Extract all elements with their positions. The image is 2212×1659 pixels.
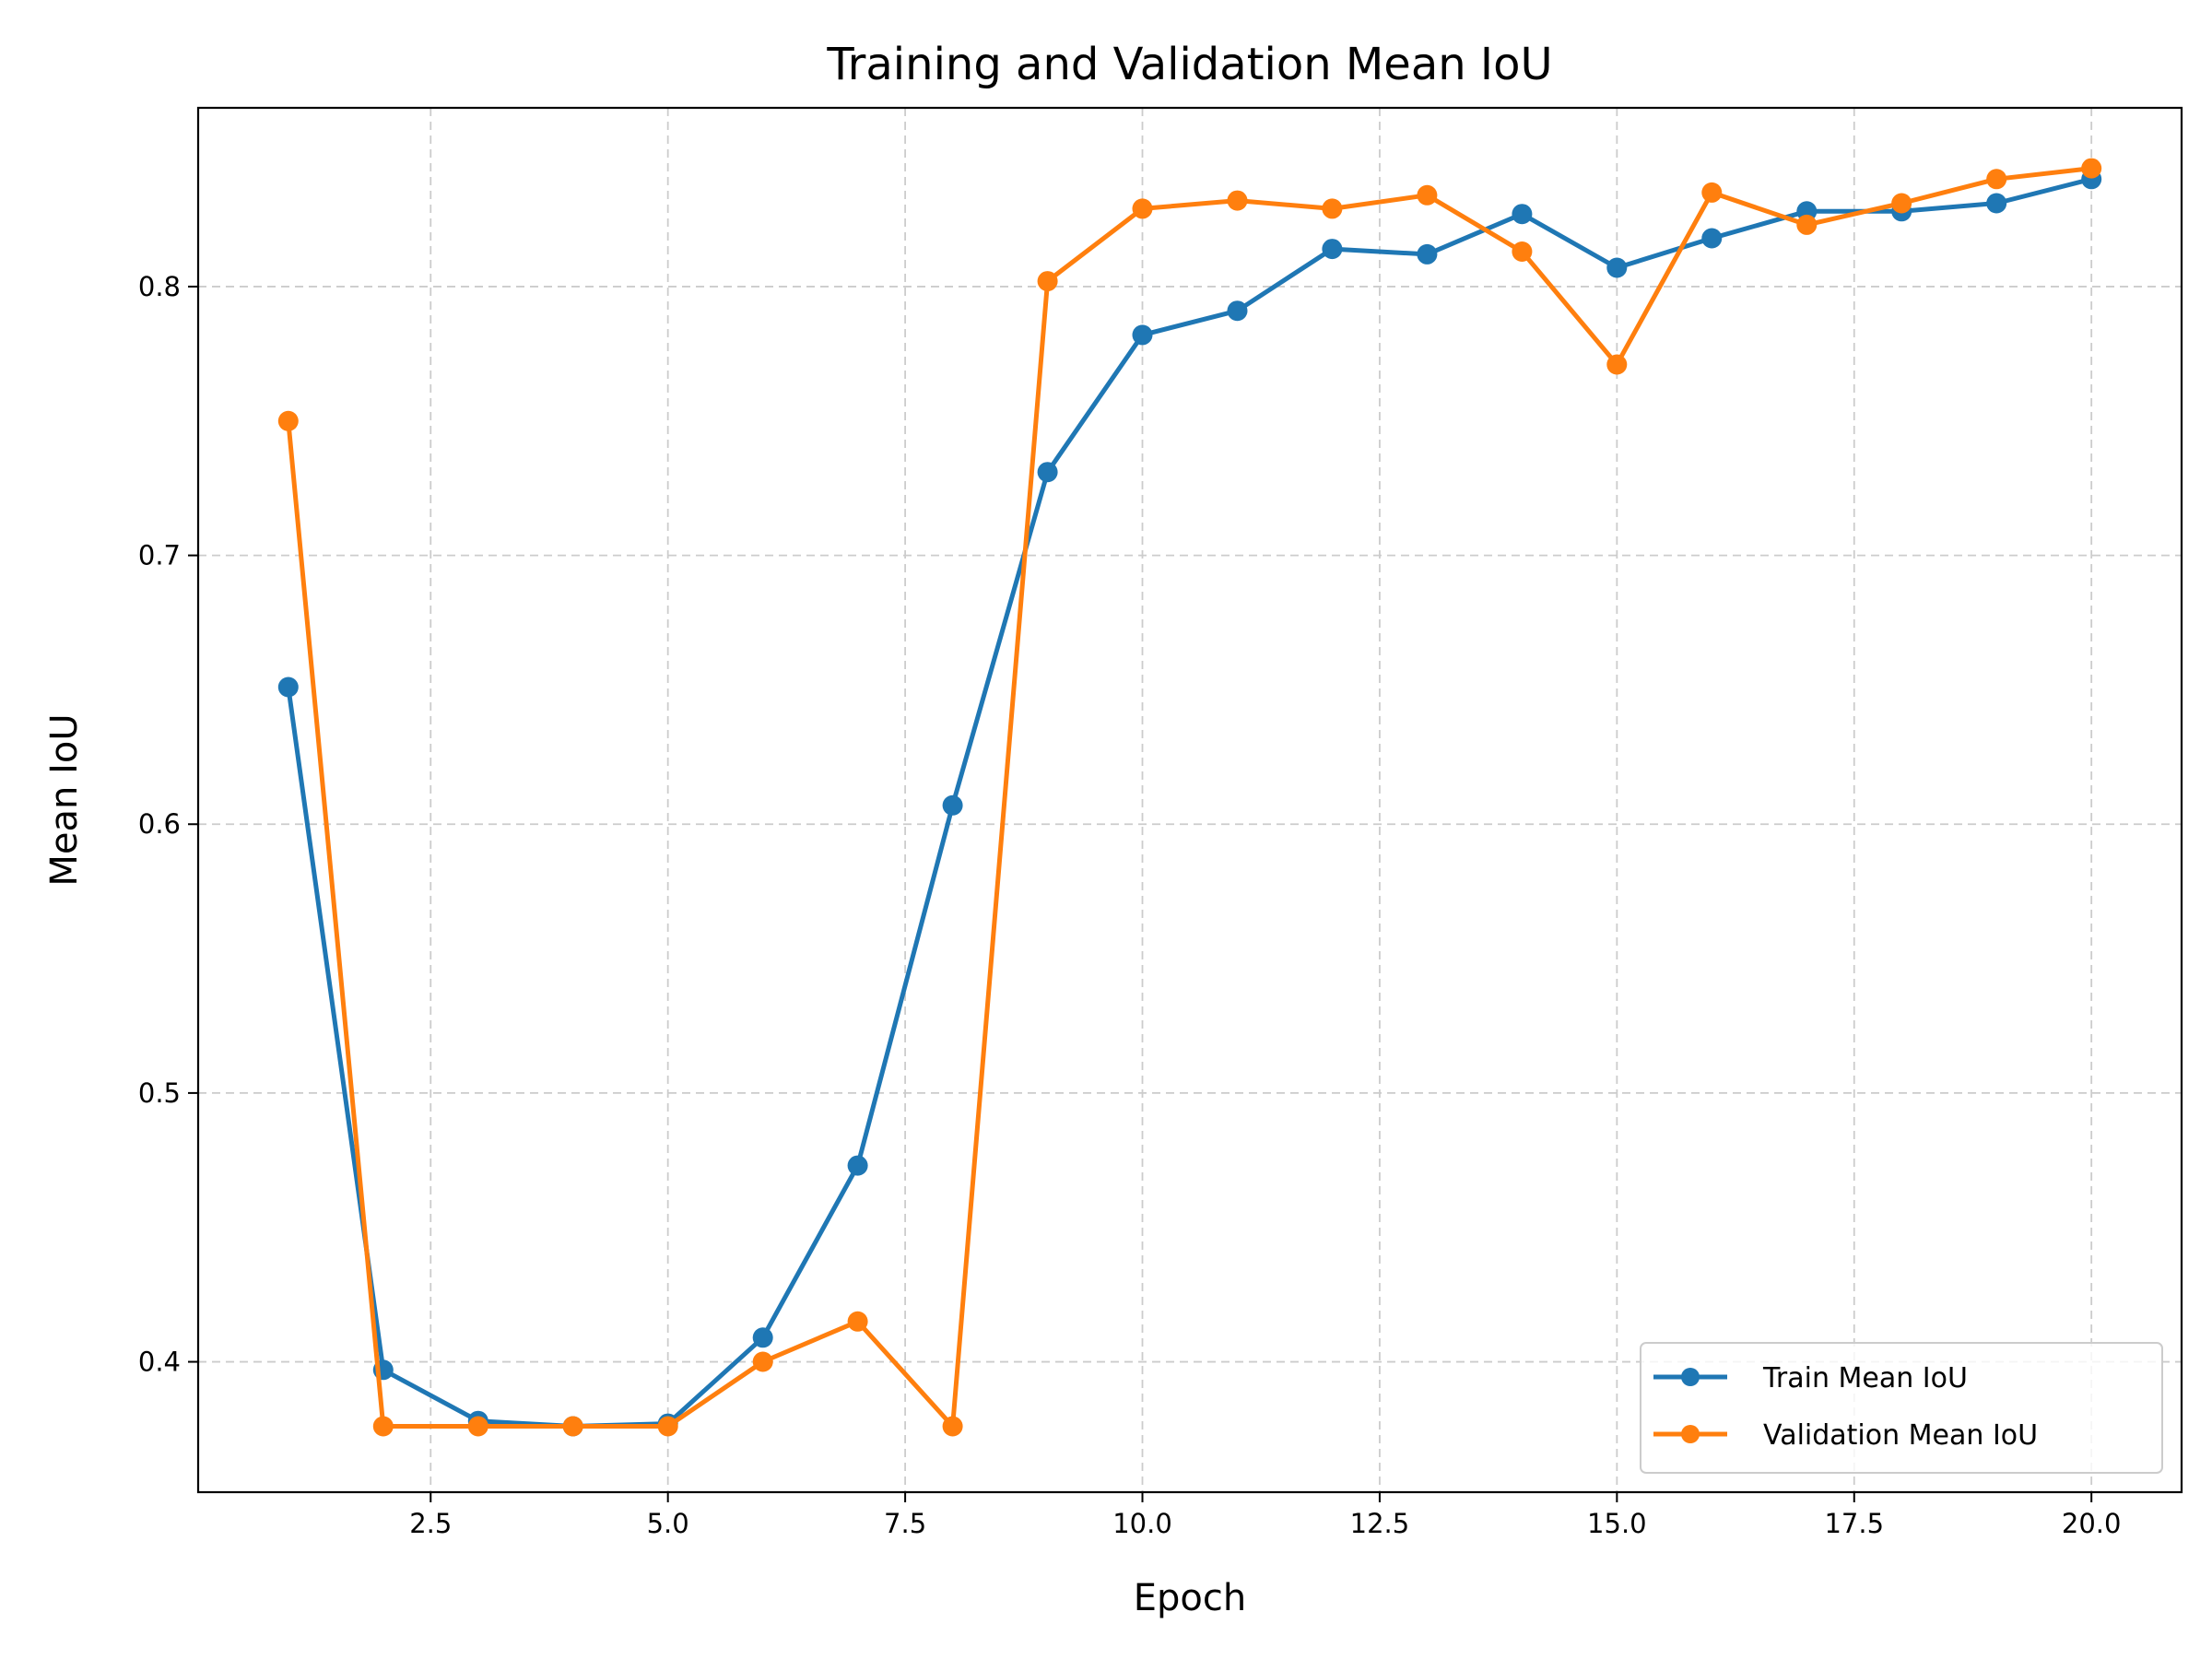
legend: Train Mean IoU Validation Mean IoU xyxy=(1640,1342,2163,1474)
data-point-train xyxy=(847,1155,868,1176)
legend-label-validation: Validation Mean IoU xyxy=(1763,1419,2038,1452)
data-point-train xyxy=(1037,462,1058,483)
legend-marker-train xyxy=(1681,1368,1700,1386)
x-tick-label: 12.5 xyxy=(1350,1508,1410,1539)
plot-frame xyxy=(196,106,2183,1494)
y-tick-label: 0.4 xyxy=(138,1347,181,1378)
data-point-validation xyxy=(657,1416,678,1437)
data-point-validation xyxy=(562,1416,583,1437)
data-point-validation xyxy=(1512,241,1533,262)
chart-title: Training and Validation Mean IoU xyxy=(826,39,1552,90)
series-validation xyxy=(277,158,2102,1437)
x-tick-label: 7.5 xyxy=(884,1508,926,1539)
ticks: 2.5 5.0 7.5 10.0 12.5 15.0 17.5 20.0 0.4 0.5 0.6 0.… xyxy=(138,271,2122,1539)
data-point-validation xyxy=(1037,271,1058,292)
data-point-validation xyxy=(1701,182,1723,203)
data-point-train xyxy=(277,677,299,698)
data-point-train xyxy=(1512,204,1533,225)
y-tick-label: 0.6 xyxy=(138,808,181,840)
legend-marker-validation xyxy=(1681,1425,1700,1443)
data-point-validation xyxy=(752,1351,773,1372)
data-point-train xyxy=(1322,239,1343,260)
data-point-train xyxy=(1986,193,2007,214)
data-point-validation xyxy=(1606,354,1628,375)
x-axis-label: Epoch xyxy=(1134,1577,1246,1619)
x-tick-label: 10.0 xyxy=(1112,1508,1172,1539)
data-point-validation xyxy=(372,1416,394,1437)
x-tick-label: 5.0 xyxy=(647,1508,689,1539)
y-tick-label: 0.7 xyxy=(138,540,181,571)
data-point-validation xyxy=(847,1311,868,1332)
data-point-train xyxy=(1417,243,1438,265)
data-point-validation xyxy=(1417,184,1438,206)
data-point-train xyxy=(752,1327,773,1348)
data-point-validation xyxy=(1796,214,1818,235)
x-tick-label: 2.5 xyxy=(409,1508,452,1539)
data-point-validation xyxy=(1322,198,1343,219)
data-point-train xyxy=(1227,300,1248,322)
data-point-validation xyxy=(942,1416,963,1437)
y-tick-label: 0.5 xyxy=(138,1077,181,1109)
x-tick-label: 15.0 xyxy=(1587,1508,1647,1539)
data-point-train xyxy=(942,794,963,816)
x-tick-label: 17.5 xyxy=(1824,1508,1884,1539)
data-point-validation xyxy=(1132,198,1153,219)
data-point-validation xyxy=(467,1416,488,1437)
data-point-train xyxy=(1701,228,1723,249)
legend-box xyxy=(1640,1342,2163,1474)
data-point-validation xyxy=(1227,190,1248,211)
data-point-train xyxy=(1606,257,1628,278)
data-point-validation xyxy=(2081,158,2102,179)
x-tick-label: 20.0 xyxy=(2062,1508,2122,1539)
data-point-validation xyxy=(1891,193,1912,214)
data-point-train xyxy=(1132,324,1153,346)
series-group xyxy=(277,158,2102,1437)
legend-label-train: Train Mean IoU xyxy=(1762,1362,1968,1394)
series-line-validation xyxy=(286,166,2092,1429)
data-point-validation xyxy=(1986,169,2007,190)
y-tick-label: 0.8 xyxy=(138,271,181,302)
data-point-validation xyxy=(277,410,299,431)
y-axis-label: Mean IoU xyxy=(43,713,86,886)
